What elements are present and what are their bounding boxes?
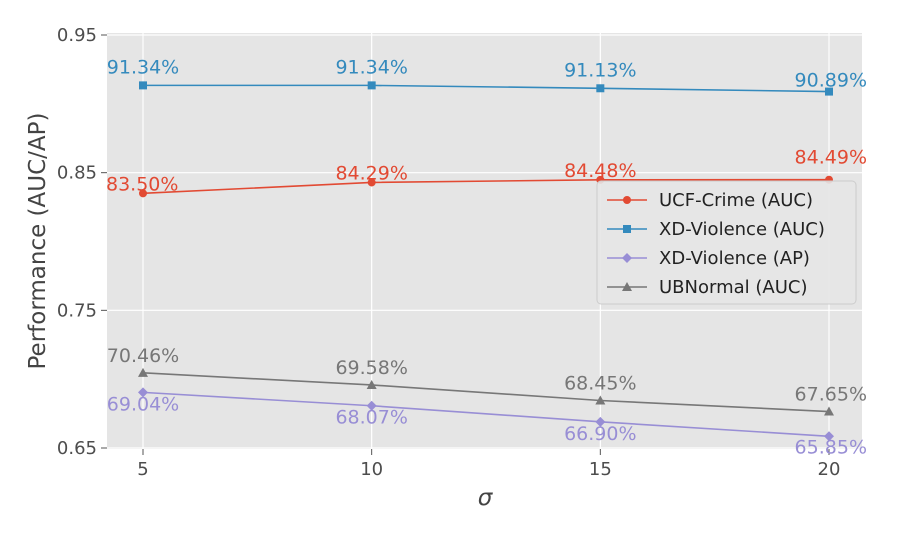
data-label: 91.34% — [335, 56, 407, 78]
y-axis-title: Performance (AUC/AP) — [25, 113, 51, 370]
x-tick-label: 10 — [360, 459, 383, 480]
y-tick-label: 0.65 — [57, 438, 97, 459]
series-point — [139, 81, 147, 90]
data-label: 65.85% — [795, 436, 867, 458]
x-tick-label: 5 — [137, 459, 148, 480]
data-label: 67.65% — [795, 384, 867, 406]
data-label: 90.89% — [795, 70, 867, 92]
legend-label: UBNormal (AUC) — [659, 277, 807, 298]
x-axis-title: σ — [478, 485, 494, 511]
data-label: 84.29% — [335, 162, 407, 184]
data-label: 84.49% — [795, 147, 867, 169]
series-point — [366, 379, 377, 389]
legend-marker — [623, 196, 631, 204]
series-line — [142, 178, 830, 195]
series-line — [142, 372, 830, 413]
data-label: 83.50% — [106, 173, 178, 195]
legend-marker — [622, 253, 632, 263]
data-label: 84.48% — [564, 160, 636, 182]
legend-label: XD-Violence (AP) — [659, 248, 810, 269]
series-line — [143, 84, 830, 93]
x-tick-label: 15 — [589, 459, 612, 480]
legend-marker — [623, 225, 631, 233]
series-point — [595, 395, 606, 405]
y-tick-label: 0.95 — [57, 25, 97, 46]
data-label: 70.46% — [107, 345, 179, 367]
legend-label: XD-Violence (AUC) — [659, 219, 825, 240]
series-point — [824, 431, 834, 442]
series-point — [366, 400, 377, 411]
data-label: 68.45% — [564, 373, 636, 395]
y-tick-label: 0.85 — [57, 163, 97, 184]
legend-marker — [622, 282, 632, 291]
data-label: 66.90% — [564, 423, 636, 445]
data-label: 68.07% — [335, 407, 407, 429]
data-labels: 83.50% 84.29% 84.48% 84.49% 91.34% 91.34% 91.1… — [106, 56, 867, 458]
data-label: 91.13% — [564, 59, 636, 81]
data-label: 91.34% — [107, 56, 179, 78]
legend: UCF-Crime (AUC) XD-Violence (AUC) XD-Viole… — [596, 180, 857, 305]
series-point — [367, 178, 376, 187]
y-tick-label: 0.75 — [57, 300, 97, 321]
series-line — [142, 391, 830, 438]
series-point — [596, 84, 605, 93]
series-point — [138, 367, 148, 377]
series-point — [824, 406, 834, 416]
data-label: 69.04% — [107, 393, 179, 415]
legend-label: UCF-Crime (AUC) — [659, 190, 813, 211]
x-tick-label: 20 — [818, 459, 841, 480]
series-point — [595, 416, 606, 427]
data-label: 69.58% — [335, 357, 407, 379]
series-point — [825, 87, 833, 96]
series-point — [367, 81, 376, 90]
series-point — [138, 387, 148, 398]
series-layer — [138, 81, 834, 442]
legend-box — [596, 180, 857, 305]
axis-ticks: 5 10 15 20 0.65 0.75 0.85 0.95 — [57, 25, 841, 480]
series-point — [139, 189, 147, 198]
